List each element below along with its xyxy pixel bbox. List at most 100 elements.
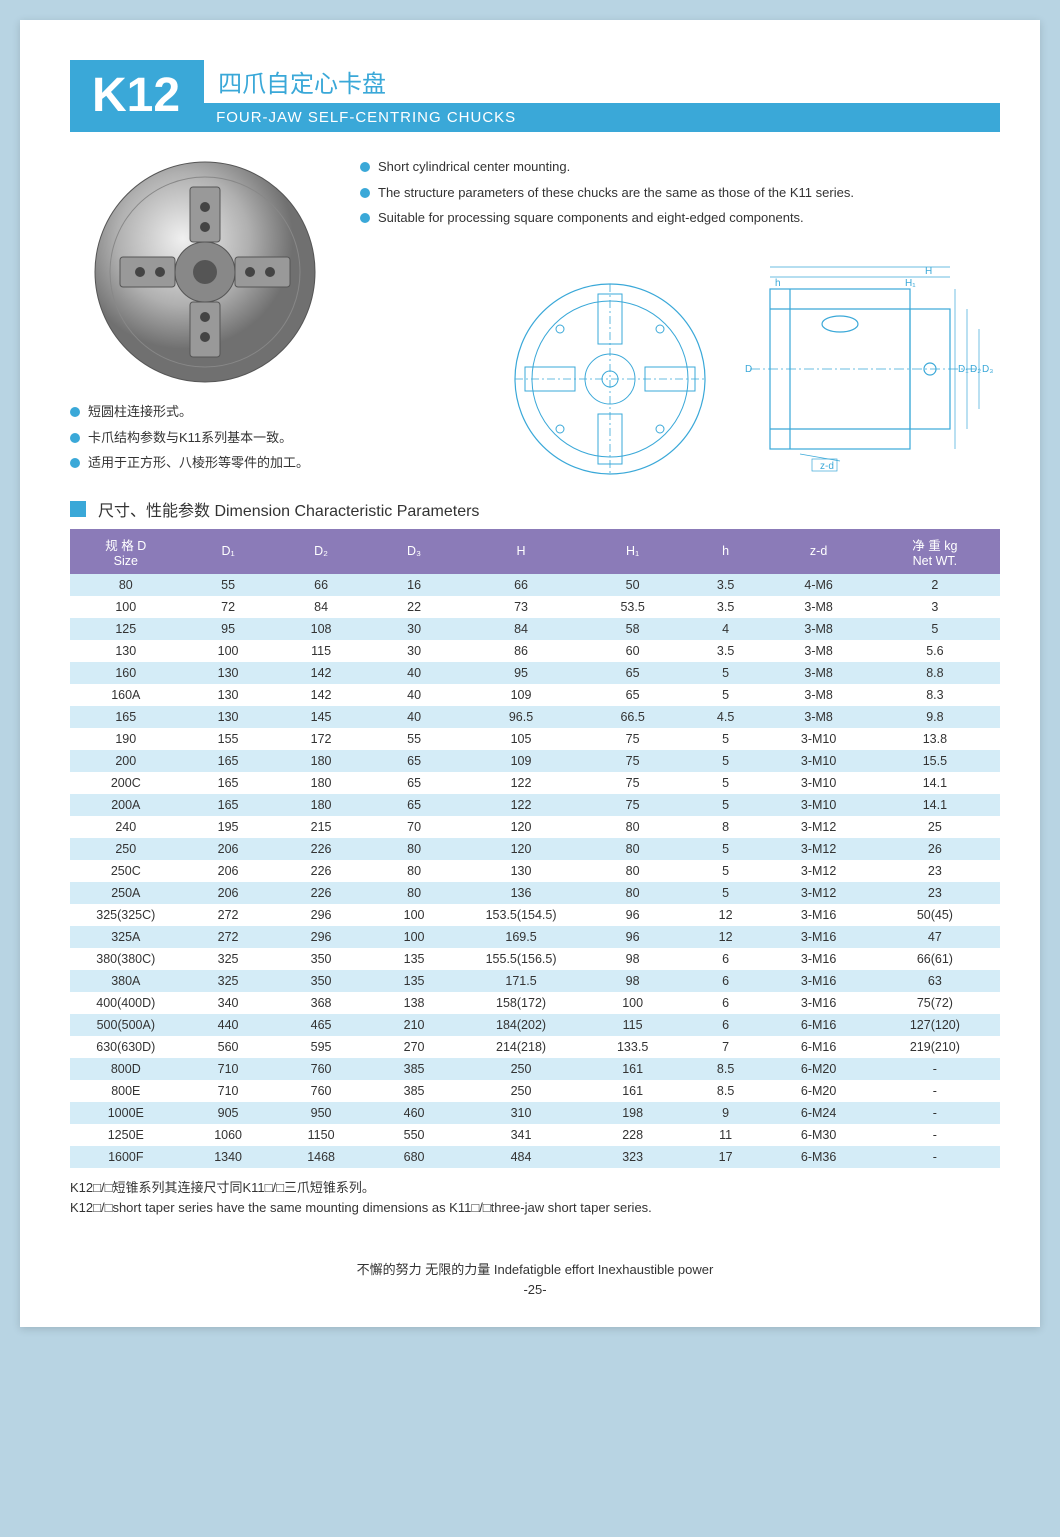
table-cell: 3.5 (684, 574, 768, 596)
table-cell: 8.3 (870, 684, 1000, 706)
table-cell: 210 (368, 1014, 461, 1036)
table-cell: 3-M16 (767, 904, 869, 926)
label-h: h (775, 278, 781, 289)
table-cell: 760 (275, 1058, 368, 1080)
table-cell: 160A (70, 684, 182, 706)
table-cell: 5 (684, 684, 768, 706)
table-cell: 109 (461, 750, 582, 772)
table-cell: 6 (684, 1014, 768, 1036)
table-row: 1007284227353.53.53-M83 (70, 596, 1000, 618)
table-row: 190155172551057553-M1013.8 (70, 728, 1000, 750)
table-cell: 5 (684, 882, 768, 904)
bullet-en-2: Suitable for processing square component… (360, 208, 1000, 228)
table-cell: 3-M10 (767, 772, 869, 794)
table-cell: 3-M10 (767, 728, 869, 750)
table-cell: 226 (275, 882, 368, 904)
table-header-cell: H₁ (581, 529, 683, 574)
table-cell: 23 (870, 860, 1000, 882)
table-cell: 800D (70, 1058, 182, 1080)
table-cell: 14.1 (870, 794, 1000, 816)
table-cell: 2 (870, 574, 1000, 596)
table-cell: 12 (684, 904, 768, 926)
table-cell: 30 (368, 618, 461, 640)
table-cell: 200C (70, 772, 182, 794)
table-cell: 65 (368, 794, 461, 816)
table-cell: 190 (70, 728, 182, 750)
table-cell: 350 (275, 970, 368, 992)
table-cell: 6-M16 (767, 1036, 869, 1058)
bullet-en-0: Short cylindrical center mounting. (360, 157, 1000, 177)
table-cell: 115 (275, 640, 368, 662)
table-cell: 206 (182, 860, 275, 882)
title-stack: 四爪自定心卡盘 FOUR-JAW SELF-CENTRING CHUCKS (202, 60, 1000, 132)
table-row: 1000E90595046031019896-M24- (70, 1102, 1000, 1124)
table-cell: 165 (70, 706, 182, 728)
table-cell: 484 (461, 1146, 582, 1168)
title-chinese: 四爪自定心卡盘 (202, 60, 1000, 103)
table-row: 325(325C)272296100153.5(154.5)96123-M165… (70, 904, 1000, 926)
table-row: 160A130142401096553-M88.3 (70, 684, 1000, 706)
table-cell: 3-M16 (767, 970, 869, 992)
table-cell: 47 (870, 926, 1000, 948)
table-row: 250C206226801308053-M1223 (70, 860, 1000, 882)
table-cell: 3-M8 (767, 618, 869, 640)
table-cell: 6-M20 (767, 1058, 869, 1080)
table-cell: 40 (368, 684, 461, 706)
table-cell: 63 (870, 970, 1000, 992)
table-cell: 350 (275, 948, 368, 970)
footer-motto: 不懈的努力 无限的力量 Indefatigble effort Inexhaus… (70, 1259, 1000, 1278)
table-cell: 6-M36 (767, 1146, 869, 1168)
catalog-page: K12 四爪自定心卡盘 FOUR-JAW SELF-CENTRING CHUCK… (20, 20, 1040, 1327)
table-cell: 3-M16 (767, 948, 869, 970)
table-cell: 214(218) (461, 1036, 582, 1058)
table-header-cell: 净 重 kgNet WT. (870, 529, 1000, 574)
table-header-cell: h (684, 529, 768, 574)
table-row: 1301001153086603.53-M85.6 (70, 640, 1000, 662)
table-cell: 100 (368, 904, 461, 926)
table-cell: 325 (182, 948, 275, 970)
table-row: 400(400D)340368138158(172)10063-M1675(72… (70, 992, 1000, 1014)
table-cell: 226 (275, 838, 368, 860)
table-cell: 6 (684, 970, 768, 992)
footnote-cn: K12□/□短锥系列其连接尺寸同K11□/□三爪短锥系列。 (70, 1178, 1000, 1199)
table-cell: 206 (182, 838, 275, 860)
table-cell: 70 (368, 816, 461, 838)
mid-column: Short cylindrical center mounting. The s… (360, 157, 1000, 479)
label-zd: z-d (820, 461, 834, 472)
table-cell: 12 (684, 926, 768, 948)
table-cell: 8.5 (684, 1080, 768, 1102)
table-cell: 5 (684, 750, 768, 772)
table-cell: 8 (684, 816, 768, 838)
table-cell: 125 (70, 618, 182, 640)
chuck-photo (90, 157, 320, 387)
table-cell: 3-M8 (767, 640, 869, 662)
table-cell: 7 (684, 1036, 768, 1058)
table-cell: 130 (70, 640, 182, 662)
table-cell: 30 (368, 640, 461, 662)
table-cell: 325 (182, 970, 275, 992)
table-cell: 15.5 (870, 750, 1000, 772)
square-marker-icon (70, 501, 86, 517)
table-cell: 1000E (70, 1102, 182, 1124)
diagram-row: H H₁ h D D₁ D₂ D₃ z-d (360, 259, 1000, 479)
table-cell: 296 (275, 904, 368, 926)
table-cell: 5 (870, 618, 1000, 640)
table-cell: 3-M16 (767, 992, 869, 1014)
table-cell: 153.5(154.5) (461, 904, 582, 926)
table-cell: 3-M10 (767, 750, 869, 772)
table-cell: - (870, 1102, 1000, 1124)
product-code: K12 (70, 60, 202, 132)
table-cell: 26 (870, 838, 1000, 860)
table-cell: 98 (581, 948, 683, 970)
table-row: 200A165180651227553-M1014.1 (70, 794, 1000, 816)
table-cell: 165 (182, 794, 275, 816)
table-cell: 250C (70, 860, 182, 882)
table-row: 800D7107603852501618.56-M20- (70, 1058, 1000, 1080)
table-cell: 270 (368, 1036, 461, 1058)
table-row: 380A325350135171.59863-M1663 (70, 970, 1000, 992)
table-cell: 172 (275, 728, 368, 750)
table-cell: 6 (684, 992, 768, 1014)
table-cell: 133.5 (581, 1036, 683, 1058)
table-cell: 84 (275, 596, 368, 618)
table-cell: 4.5 (684, 706, 768, 728)
